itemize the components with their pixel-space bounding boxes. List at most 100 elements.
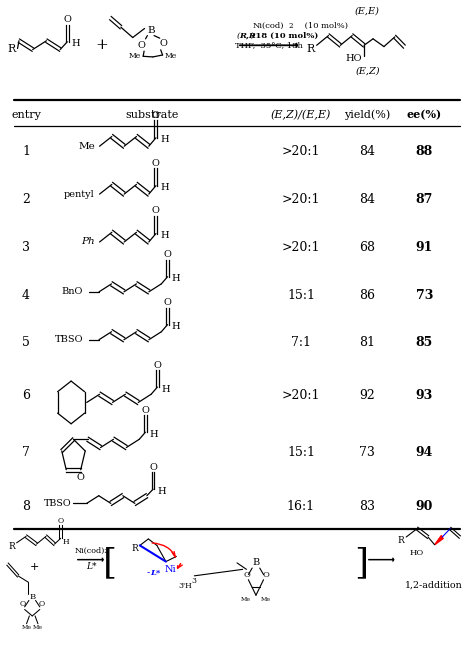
Text: 6: 6 — [22, 389, 30, 402]
Text: L*: L* — [86, 562, 96, 571]
Text: O: O — [141, 406, 149, 415]
Text: O: O — [39, 600, 45, 608]
Text: 3: 3 — [22, 241, 30, 254]
Text: 5: 5 — [22, 336, 30, 349]
Text: 94: 94 — [416, 446, 433, 459]
Text: Me: Me — [261, 597, 271, 602]
Text: Me: Me — [241, 597, 251, 602]
Text: 85: 85 — [416, 336, 433, 349]
Text: 7:1: 7:1 — [291, 336, 311, 349]
Text: >20:1: >20:1 — [282, 389, 320, 402]
Text: R: R — [132, 543, 138, 553]
Text: Me: Me — [165, 52, 177, 60]
Text: O: O — [149, 463, 157, 472]
Text: (E,Z): (E,Z) — [355, 67, 380, 76]
Text: B: B — [29, 593, 35, 600]
Text: 15:1: 15:1 — [287, 446, 315, 459]
Text: O: O — [152, 111, 160, 120]
Text: 88: 88 — [416, 145, 433, 158]
Text: O: O — [159, 39, 167, 48]
Text: 81: 81 — [359, 336, 375, 349]
Text: Ni(cod): Ni(cod) — [253, 22, 284, 30]
Text: O: O — [154, 360, 161, 369]
Text: O: O — [152, 206, 160, 215]
Text: 68: 68 — [359, 241, 375, 254]
Text: entry: entry — [11, 110, 41, 120]
Text: +: + — [96, 38, 108, 52]
Text: BnO: BnO — [62, 287, 83, 296]
Text: B: B — [252, 558, 260, 567]
Text: (E,E): (E,E) — [355, 6, 380, 16]
Text: B: B — [147, 26, 155, 35]
Text: Ni: Ni — [165, 565, 176, 574]
Text: 1: 1 — [22, 145, 30, 158]
Text: R: R — [306, 43, 315, 54]
Text: 1,2-addition: 1,2-addition — [405, 581, 463, 590]
Text: >20:1: >20:1 — [282, 241, 320, 254]
Text: O: O — [262, 571, 269, 578]
Text: >20:1: >20:1 — [282, 193, 320, 206]
Text: 3: 3 — [192, 577, 197, 585]
Text: 86: 86 — [359, 289, 375, 302]
Text: H: H — [160, 135, 169, 144]
Text: H: H — [160, 231, 169, 240]
Text: +: + — [30, 562, 39, 573]
Text: R: R — [397, 536, 404, 545]
Text: 83: 83 — [359, 500, 375, 513]
Text: (: ( — [237, 32, 240, 39]
Text: O: O — [243, 571, 250, 578]
Text: H: H — [162, 384, 170, 393]
Text: ): ) — [250, 32, 254, 39]
Text: 73: 73 — [416, 289, 433, 302]
Text: 4: 4 — [22, 289, 30, 302]
Text: Me: Me — [129, 52, 141, 60]
Text: 15:1: 15:1 — [287, 289, 315, 302]
Text: HO: HO — [410, 549, 424, 557]
Text: 2: 2 — [22, 193, 30, 206]
Text: 87: 87 — [416, 193, 433, 206]
Text: 3'H: 3'H — [178, 582, 192, 589]
Text: (10 mol%): (10 mol%) — [302, 22, 348, 30]
Text: O: O — [138, 41, 146, 50]
Text: H: H — [150, 430, 158, 439]
Text: 16:1: 16:1 — [287, 500, 315, 513]
Text: O: O — [20, 600, 26, 608]
Text: O: O — [64, 16, 71, 24]
Text: R,R: R,R — [239, 32, 256, 39]
Text: yield(%): yield(%) — [344, 110, 391, 120]
Text: >20:1: >20:1 — [282, 145, 320, 158]
Text: 84: 84 — [359, 145, 375, 158]
Text: 2: 2 — [289, 22, 293, 30]
Text: HO: HO — [345, 54, 362, 63]
Text: pentyl: pentyl — [64, 190, 95, 199]
Text: -18 (10 mol%): -18 (10 mol%) — [252, 32, 319, 39]
Text: Ni(cod)₂: Ni(cod)₂ — [74, 547, 108, 555]
Text: 93: 93 — [416, 389, 433, 402]
Text: 92: 92 — [359, 389, 375, 402]
Text: ee(%): ee(%) — [407, 109, 442, 121]
Text: H: H — [157, 487, 166, 496]
Text: O: O — [164, 298, 172, 307]
Text: 8: 8 — [22, 500, 30, 513]
Text: Ph: Ph — [81, 237, 95, 247]
Text: Me: Me — [21, 625, 32, 630]
Text: L*: L* — [150, 569, 161, 576]
Text: R: R — [8, 43, 16, 54]
Text: H: H — [160, 183, 169, 192]
Text: -: - — [147, 568, 150, 577]
Text: H: H — [172, 322, 181, 331]
Polygon shape — [435, 536, 443, 545]
Text: 7: 7 — [22, 446, 30, 459]
Text: 84: 84 — [359, 193, 375, 206]
Text: TBSO: TBSO — [55, 335, 83, 344]
Text: 73: 73 — [359, 446, 375, 459]
Text: O: O — [152, 159, 160, 168]
Text: (E,Z)/(E,E): (E,Z)/(E,E) — [271, 110, 331, 120]
Text: ]: ] — [354, 546, 368, 580]
Text: O: O — [58, 517, 64, 525]
Text: O: O — [77, 473, 85, 482]
Text: 91: 91 — [416, 241, 433, 254]
Text: H: H — [172, 274, 181, 283]
Text: H: H — [63, 538, 70, 545]
Text: Me: Me — [78, 142, 95, 151]
